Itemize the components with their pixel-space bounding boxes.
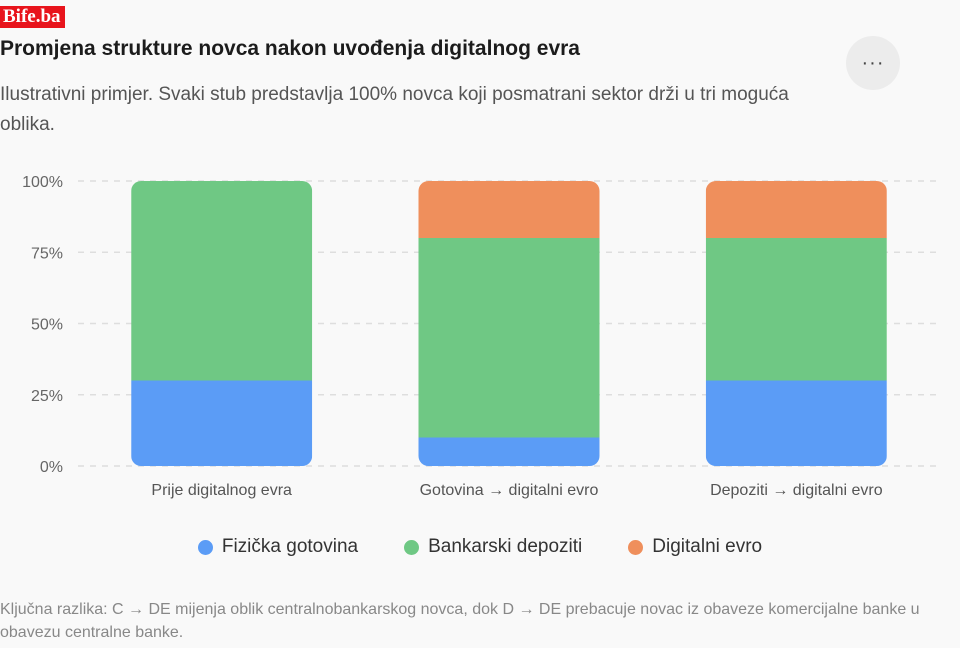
chart-legend: Fizička gotovina Bankarski depoziti Digi…: [0, 536, 960, 558]
chart-subtitle: Ilustrativni primjer. Svaki stub predsta…: [0, 84, 789, 135]
y-tick-label: 0%: [40, 459, 63, 476]
bar-stack: [705, 181, 887, 466]
bar-segment: [705, 380, 887, 466]
bar-segment: [418, 437, 600, 466]
brand-logo: Bife.ba: [0, 6, 65, 28]
legend-swatch: [628, 539, 644, 555]
more-options-button[interactable]: ···: [846, 36, 900, 90]
legend-item-fizicka-gotovina[interactable]: Fizička gotovina: [197, 536, 359, 558]
more-horizontal-icon: ···: [861, 51, 885, 74]
legend-swatch: [404, 539, 420, 555]
stacked-bar-chart: 0% 25% 50% 75% 100% Prije digitalnog evra Goto…: [22, 174, 940, 499]
legend-item-digitalni-evro[interactable]: Digitalni evro: [628, 536, 762, 558]
footnote: Ključna razlika: C → DE mijenja oblik ce…: [0, 601, 920, 641]
x-tick-label: Gotovina → digitalni evro: [420, 482, 599, 499]
legend-label: Fizička gotovina: [221, 536, 359, 557]
y-tick-label: 50%: [31, 317, 63, 334]
bar-stack: [418, 181, 600, 466]
legend-swatch: [197, 539, 213, 555]
y-tick-label: 75%: [31, 245, 63, 262]
y-tick-label: 25%: [31, 388, 63, 405]
y-tick-label: 100%: [22, 174, 63, 191]
chart-title: Promjena strukture novca nakon uvođenja …: [0, 37, 580, 60]
legend-label: Digitalni evro: [652, 536, 763, 557]
x-tick-label: Prije digitalnog evra: [151, 482, 292, 499]
legend-label: Bankarski depoziti: [428, 536, 583, 557]
bar-segment: [705, 181, 887, 238]
bar-stack: [131, 181, 313, 466]
bar-segment: [131, 181, 313, 381]
bar-segment: [131, 380, 313, 466]
bar-segment: [705, 238, 887, 381]
bar-segment: [418, 181, 600, 238]
x-tick-label: Depoziti → digitalni evro: [710, 482, 883, 499]
legend-item-bankarski-depoziti[interactable]: Bankarski depoziti: [404, 536, 582, 558]
bar-segment: [418, 238, 600, 438]
